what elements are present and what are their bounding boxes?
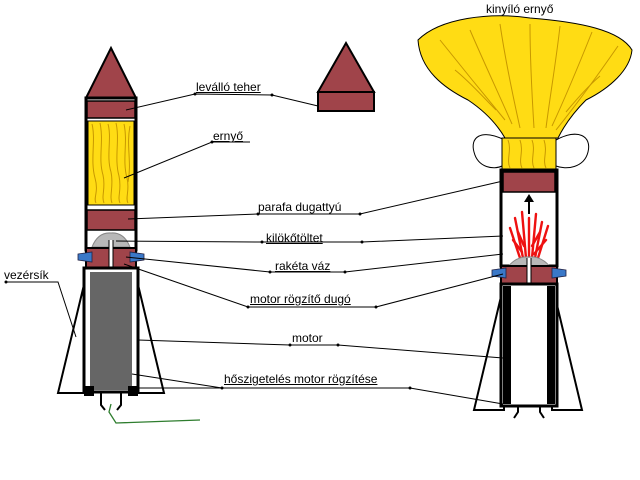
leader-motor-plug	[123, 263, 504, 308]
left-motor	[90, 272, 132, 390]
ejection-burst	[508, 210, 550, 260]
right-chute-bundle	[501, 137, 557, 171]
left-fin-connector-right	[129, 251, 145, 263]
leader-rocket-body	[125, 253, 504, 273]
leader-ejection-charge	[115, 235, 504, 243]
detached-nose-cone	[316, 40, 376, 112]
label-rocket-body: rakéta váz	[275, 259, 331, 273]
up-arrow-icon	[524, 194, 534, 214]
leader-nose-cone	[125, 93, 319, 111]
left-nose-cone	[84, 45, 138, 99]
label-parachute: ernyő	[213, 129, 244, 143]
left-parachute-folds	[91, 122, 131, 204]
left-ejection-charge	[91, 232, 131, 248]
detached-shoulder	[317, 91, 375, 112]
label-motor: motor	[292, 331, 323, 345]
leader-lines	[6, 93, 504, 405]
leader-cork-piston	[127, 180, 504, 220]
label-nose-cone: leválló teher	[196, 80, 261, 94]
left-fin-connector-left	[77, 251, 93, 263]
left-nose-shoulder	[86, 100, 136, 119]
right-motor-wall-left	[503, 286, 511, 404]
left-insulation-right	[128, 386, 138, 396]
leader-dots	[4, 92, 412, 390]
label-ejection-charge: kilökőtöltet	[266, 231, 323, 245]
detached-cone	[316, 40, 376, 93]
label-insulation: hőszigetelés motor rögzítése	[224, 372, 378, 386]
right-cork-piston	[502, 171, 556, 193]
leader-fins	[6, 281, 77, 338]
label-motor-plug: motor rögzítő dugó	[250, 292, 351, 306]
right-chute-bundle-folds	[507, 139, 547, 169]
label-cork-piston: parafa dugattyú	[258, 200, 342, 214]
right-rocket	[417, 15, 633, 419]
shroud-line-left	[472, 134, 506, 169]
right-motor-wall-right	[547, 286, 555, 404]
label-deploying-parachute: kinyíló ernyő	[486, 2, 554, 16]
deployed-canopy	[417, 15, 633, 139]
leader-motor	[137, 339, 504, 359]
leader-insulation	[131, 373, 504, 405]
leader-parachute	[123, 141, 250, 179]
left-rocket	[56, 45, 201, 424]
left-igniter-wire	[108, 403, 201, 424]
left-insulation-left	[84, 386, 94, 396]
right-nozzle	[513, 406, 545, 419]
left-nozzle	[100, 393, 122, 411]
shroud-line-right	[555, 133, 590, 169]
canopy-folds	[439, 23, 619, 131]
label-fins: vezérsík	[4, 268, 49, 282]
right-fin-connector-right	[551, 267, 567, 279]
left-cork-piston	[86, 209, 136, 231]
